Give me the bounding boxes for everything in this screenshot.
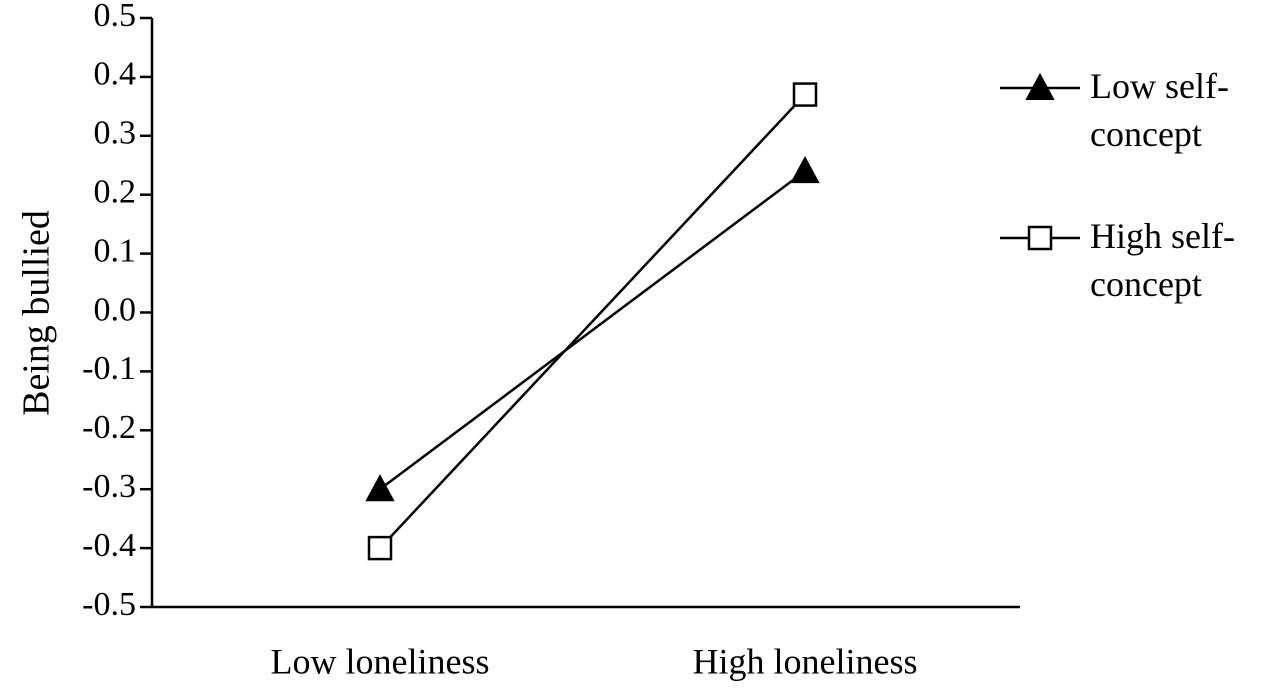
legend-marker [1027,225,1053,251]
data-point [792,82,818,107]
y-tick-label: 0.4 [94,56,137,93]
y-tick-label: 0.3 [94,115,137,152]
series-line [379,170,806,491]
legend-label: High self-concept [1090,216,1235,304]
y-axis-label: Being bullied [16,210,58,416]
series-line [379,93,806,549]
y-tick-label: 0.1 [94,232,137,269]
data-point [367,535,393,561]
y-tick-label: 0.5 [94,0,137,34]
y-tick-label: -0.3 [82,468,136,505]
legend-marker [1025,72,1055,100]
y-tick-label: -0.4 [82,527,136,564]
data-point [790,156,820,184]
x-tick-label: Low loneliness [271,641,490,681]
y-tick-label: 0.2 [94,173,137,210]
x-tick-label: High loneliness [693,641,918,681]
y-tick-label: -0.1 [82,350,136,387]
data-point [365,474,395,502]
y-tick-label: -0.2 [82,409,136,446]
y-tick-label: -0.5 [82,586,136,623]
y-tick-label: 0.0 [94,291,137,328]
legend-label: Low self-concept [1090,66,1229,154]
